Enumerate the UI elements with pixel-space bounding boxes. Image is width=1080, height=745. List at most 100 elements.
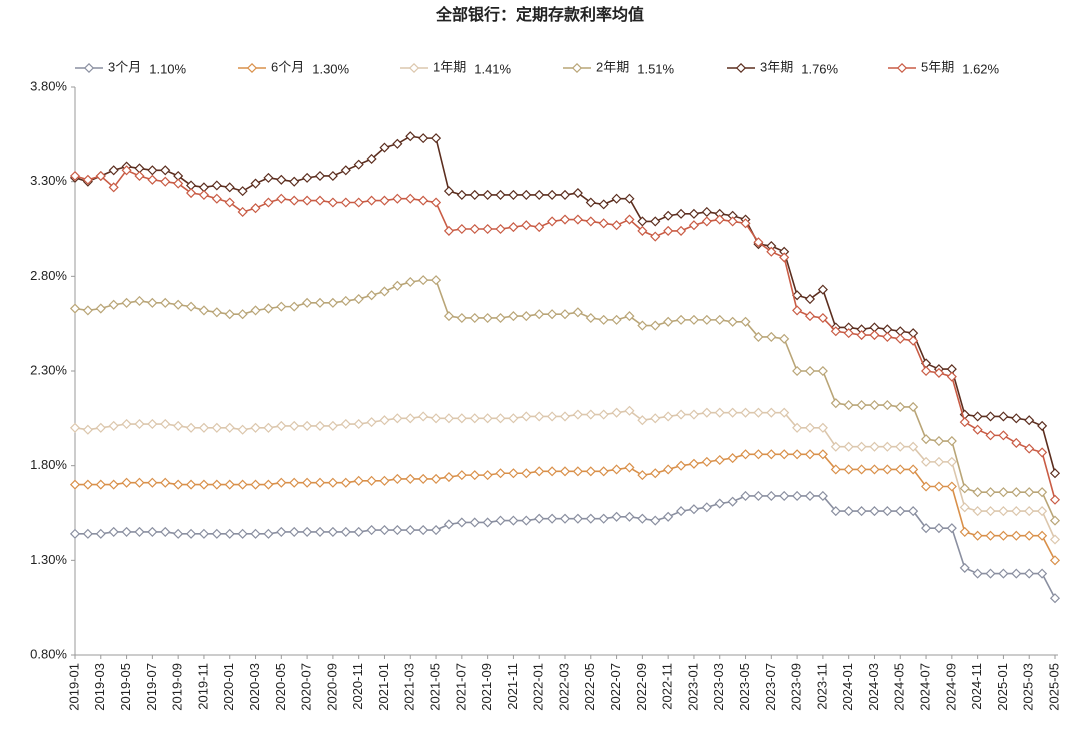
data-point [289,301,300,312]
data-point [160,418,171,430]
y-tick-label: 1.80% [30,457,67,472]
data-point [959,483,970,494]
data-point [302,172,313,183]
data-point [147,526,158,537]
data-point [637,415,648,426]
data-point [714,454,725,466]
data-point [250,528,261,539]
data-point [108,526,119,537]
data-point [95,303,106,314]
x-tick-label: 2024-03 [866,663,881,711]
data-point [998,411,1009,422]
data-point [521,220,532,231]
data-point [431,133,442,144]
data-point [534,189,545,200]
data-point [908,335,919,346]
data-point [495,413,506,424]
data-point [173,178,184,189]
data-point [392,524,403,536]
data-point [817,365,828,377]
data-point [921,481,932,492]
data-point [495,223,506,235]
data-point [946,523,957,534]
data-point [521,189,532,200]
data-point [701,216,712,227]
data-point [1011,437,1022,448]
x-tick-label: 2025-03 [1021,663,1036,711]
data-point [160,297,171,308]
data-point [779,449,790,460]
data-point [740,490,751,502]
data-point [340,197,351,208]
legend-marker [83,62,95,74]
data-point [353,159,364,170]
data-point [147,418,158,430]
x-tick-label: 2022-01 [531,663,546,711]
legend-value: 1.41% [474,61,511,76]
data-point [160,165,171,176]
data-point [69,170,81,182]
data-point [650,231,661,242]
data-point [508,189,519,200]
data-point [676,460,687,471]
data-point [353,526,364,537]
data-point [585,197,596,208]
data-point [469,312,480,324]
x-tick-label: 2019-07 [144,663,159,711]
data-point [676,314,687,325]
data-point [637,470,648,481]
data-point [792,290,803,301]
data-point [443,413,454,424]
data-point [817,284,828,295]
data-point [1049,494,1061,505]
data-point [843,441,854,452]
data-point [972,506,983,517]
legend-value: 1.30% [312,61,349,76]
data-point [366,475,377,486]
data-point [611,220,622,231]
data-point [69,303,81,314]
data-point [972,487,983,498]
x-tick-label: 2021-03 [402,663,417,711]
data-point [69,528,81,539]
x-tick-label: 2024-05 [892,663,907,711]
data-point [302,526,313,537]
data-point [804,422,816,433]
data-point [663,210,674,221]
data-point [211,422,222,433]
legend-value: 1.51% [637,61,674,76]
data-point [327,197,338,208]
data-point [1049,468,1061,479]
data-point [572,513,583,524]
data-point [598,466,609,477]
data-point [495,515,506,526]
data-point [869,329,880,341]
data-point [95,528,106,539]
data-point [224,182,235,193]
x-tick-label: 2022-07 [608,663,623,711]
data-point [998,487,1009,498]
data-point [186,422,197,433]
data-point [585,216,596,227]
data-point [314,526,326,537]
data-point [611,407,622,418]
data-point [147,297,158,308]
x-tick-label: 2019-01 [66,663,81,711]
data-point [1037,487,1048,498]
x-tick-label: 2019-03 [92,663,107,711]
data-point [211,479,222,490]
data-point [276,477,287,488]
data-point [147,165,158,176]
data-point [1011,568,1022,579]
data-point [766,407,777,418]
data-point [508,222,519,233]
data-point [869,464,880,475]
data-point [856,400,867,411]
data-point [676,409,687,420]
data-point [121,165,132,176]
data-point [766,449,777,460]
data-point [637,225,648,236]
data-point [353,197,364,208]
data-point [160,477,171,488]
data-point [456,470,467,481]
